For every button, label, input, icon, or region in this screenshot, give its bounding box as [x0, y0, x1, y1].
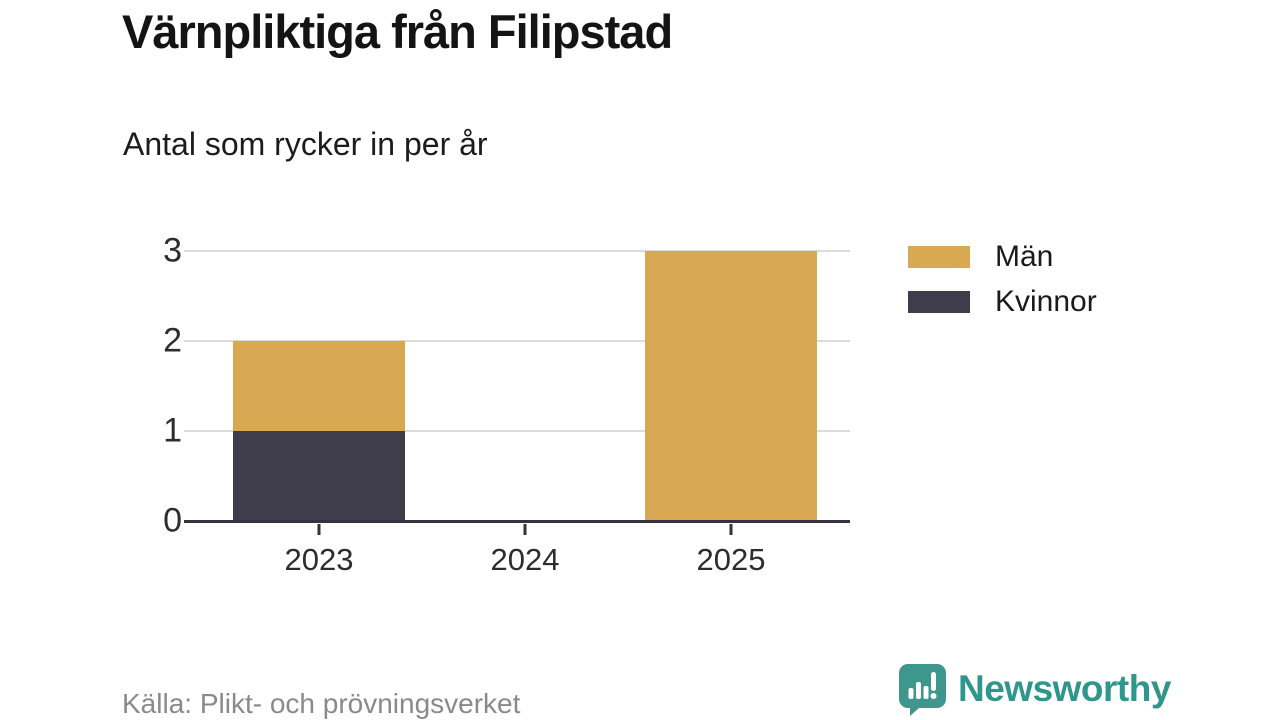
- category-band-2025: 2025: [628, 251, 834, 577]
- source-text: Källa: Plikt- och prövningsverket: [122, 688, 521, 719]
- x-tick-label-2025: 2025: [696, 542, 766, 577]
- gridline-3: [184, 250, 850, 252]
- gridline-2: [184, 340, 850, 342]
- legend-item-män: Män: [908, 240, 1097, 273]
- bar-stack-2024: [439, 251, 611, 521]
- legend-swatch-kvinnor: [908, 291, 970, 313]
- bar-chart-speech-bubble-icon: [899, 664, 946, 716]
- brand-logo: Newsworthy: [899, 664, 1171, 716]
- x-tick-2023: [317, 524, 321, 535]
- chart-title: Värnpliktiga från Filipstad: [122, 5, 673, 58]
- x-axis-baseline: [184, 520, 850, 523]
- brand-name: Newsworthy: [958, 668, 1171, 709]
- x-tick-2024: [523, 524, 527, 535]
- plot-area: 2023 2024 2025: [184, 250, 850, 577]
- x-tick-label-2023: 2023: [284, 542, 354, 577]
- category-band-2023: 2023: [216, 251, 422, 577]
- y-tick-label-2: 2: [163, 321, 182, 360]
- y-tick-label-0: 0: [163, 501, 182, 540]
- bar-segment-män-2023: [233, 341, 405, 431]
- bar-stack-2023: [233, 251, 405, 521]
- legend: Män Kvinnor: [908, 240, 1097, 318]
- y-tick-label-1: 1: [163, 411, 182, 450]
- y-axis-labels: 0 1 2 3: [120, 233, 182, 537]
- category-band-2024: 2024: [422, 251, 628, 577]
- legend-label-män: Män: [995, 240, 1054, 273]
- legend-label-kvinnor: Kvinnor: [995, 285, 1097, 318]
- legend-swatch-män: [908, 246, 970, 268]
- bands: 2023 2024 2025: [216, 251, 834, 577]
- bar-segment-kvinnor-2023: [233, 431, 405, 521]
- chart-subtitle: Antal som rycker in per år: [123, 126, 488, 162]
- bar-stack-2025: [645, 251, 817, 521]
- x-tick-2025: [729, 524, 733, 535]
- bar-segment-män-2025: [645, 251, 817, 521]
- gridline-1: [184, 430, 850, 432]
- y-tick-label-3: 3: [163, 231, 182, 270]
- legend-item-kvinnor: Kvinnor: [908, 285, 1097, 318]
- x-tick-label-2024: 2024: [490, 542, 560, 577]
